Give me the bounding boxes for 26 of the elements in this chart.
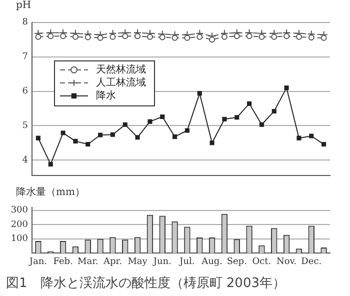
legend-label: 降水 <box>96 89 116 102</box>
y-axis-title: 降水量（mm） <box>15 186 86 198</box>
x-tick-label: Nov. <box>276 256 297 267</box>
x-tick-label: Sep. <box>226 256 248 267</box>
caption: 図1 降水と渓流水の酸性度（梼原町 2003年） <box>5 275 286 292</box>
x-tick-label: Apr. <box>102 256 122 267</box>
x-tick-label: Aug. <box>200 256 223 267</box>
y-tick-label: 5 <box>22 121 28 132</box>
legend-label: 天然林流域 <box>96 63 146 76</box>
y-axis-title: pH <box>15 0 32 13</box>
x-tick-label: Feb. <box>53 256 74 267</box>
y-tick-label: 100 <box>10 234 28 244</box>
x-tick-label: Jun. <box>152 256 172 267</box>
y-tick-label: 8 <box>22 18 28 28</box>
x-tick-label: Jul. <box>178 256 195 267</box>
x-tick-label: Jan. <box>28 256 48 267</box>
x-tick-label: Mar. <box>77 256 98 267</box>
x-tick-label: May <box>128 256 148 267</box>
y-tick-label: 200 <box>10 220 28 230</box>
y-tick-label: 7 <box>22 52 28 62</box>
y-tick-label: 4 <box>22 155 28 166</box>
x-tick-label: Dec. <box>301 256 322 267</box>
y-tick-label: 300 <box>10 206 28 216</box>
x-tick-label: Oct. <box>252 256 272 267</box>
legend-label: 人工林流域 <box>96 76 146 88</box>
y-tick-label: 6 <box>22 86 28 97</box>
